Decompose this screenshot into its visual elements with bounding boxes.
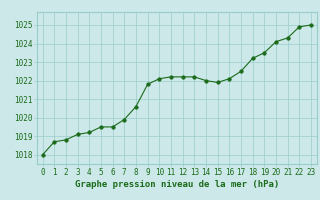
X-axis label: Graphe pression niveau de la mer (hPa): Graphe pression niveau de la mer (hPa) [75, 180, 279, 189]
